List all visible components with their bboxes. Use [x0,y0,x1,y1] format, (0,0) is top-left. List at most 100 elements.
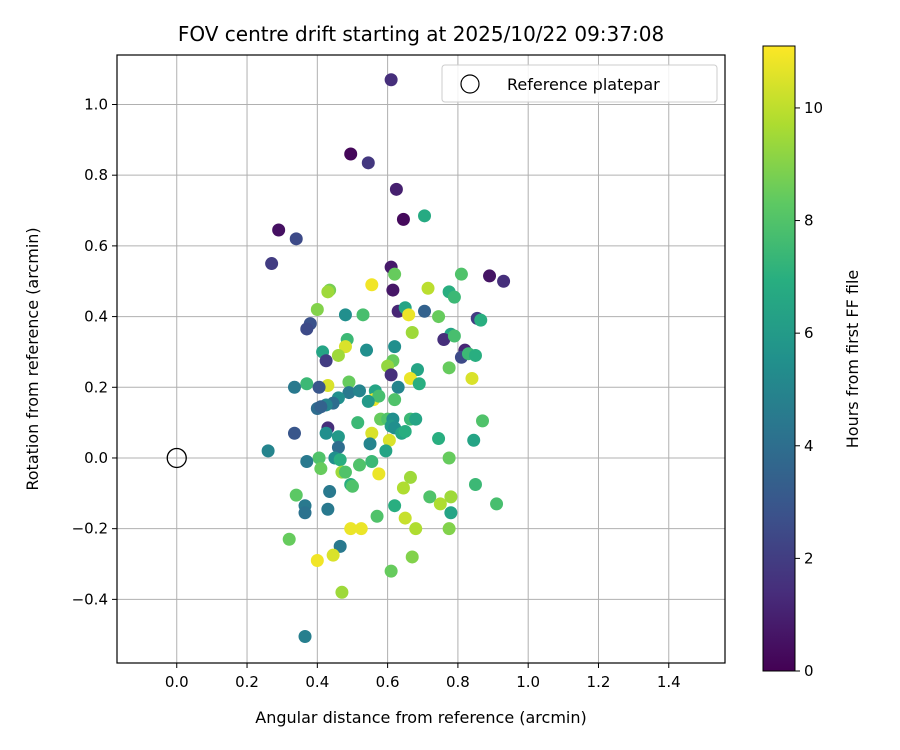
scatter-points [261,73,511,643]
scatter-point [442,522,456,536]
scatter-point [310,303,324,317]
scatter-point [338,340,352,354]
scatter-point [372,389,386,403]
scatter-point [352,458,366,472]
scatter-point [356,308,370,322]
scatter-point [444,490,458,504]
scatter-point [300,322,314,336]
scatter-point [388,267,402,281]
scatter-point [300,377,314,391]
x-tick-label: 0.4 [305,673,329,691]
colorbar-ticks: 0 2 4 6 8 10 [795,99,823,680]
scatter-point [468,477,482,491]
scatter-point [282,532,296,546]
scatter-point [310,553,324,567]
scatter-point [365,278,379,292]
scatter-point [447,290,461,304]
scatter-point [342,386,356,400]
scatter-point [335,585,349,599]
x-tick-label: 1.4 [657,673,681,691]
scatter-point [289,488,303,502]
scatter-point [474,313,488,327]
scatter-point [423,490,437,504]
x-tick-label: 0.2 [235,673,259,691]
scatter-point [468,348,482,362]
scatter-point [314,400,328,414]
colorbar-tick-label: 8 [804,212,814,230]
scatter-point [354,522,368,536]
scatter-point [312,380,326,394]
scatter-point [476,414,490,428]
scatter-point [365,455,379,469]
scatter-point [412,377,426,391]
scatter-point [345,479,359,493]
scatter-point [442,361,456,375]
scatter-point [326,548,340,562]
scatter-point [361,156,375,170]
y-tick-label: 0.2 [84,378,108,396]
scatter-point [344,147,358,161]
y-tick-label: 0.0 [84,449,108,467]
y-tick-label: −0.2 [72,520,108,538]
colorbar-gradient [762,45,796,672]
scatter-point [398,511,412,525]
scatter-point [410,363,424,377]
scatter-point [384,368,398,382]
scatter-point [351,416,365,430]
colorbar: 0 2 4 6 8 10 Hours from first FF file [762,45,862,680]
x-axis-label: Angular distance from reference (arcmin) [255,708,586,727]
scatter-point [300,455,314,469]
scatter-point [405,325,419,339]
scatter-point [331,430,345,444]
colorbar-tick-label: 10 [804,99,823,117]
scatter-point [323,485,337,499]
scatter-point [405,550,419,564]
scatter-point [370,509,384,523]
x-tick-label: 1.2 [587,673,611,691]
scatter-point [298,629,312,643]
scatter-point [272,223,286,237]
colorbar-tick-label: 6 [804,324,814,342]
scatter-point [287,380,301,394]
scatter-point [432,432,446,446]
scatter-point [321,502,335,516]
scatter-point [372,467,386,481]
scatter-point [331,348,345,362]
scatter-point [386,283,400,297]
legend-label-reference-platepar: Reference platepar [507,75,660,94]
scatter-point [287,426,301,440]
scatter-point [333,453,347,467]
x-tick-label: 0.8 [446,673,470,691]
scatter-point [403,470,417,484]
legend-box [441,64,718,103]
grid-lines [117,55,725,663]
scatter-point [261,444,275,458]
scatter-point [352,384,366,398]
scatter-point [444,506,458,520]
scatter-point [365,426,379,440]
scatter-point [467,433,481,447]
scatter-point [319,426,333,440]
scatter-point [409,522,423,536]
x-tick-label: 1.0 [516,673,540,691]
scatter-point [497,274,511,288]
scatter-point [344,522,358,536]
legend-reference-marker [460,74,480,94]
scatter-point [418,304,432,318]
colorbar-tick-label: 4 [804,437,814,455]
y-tick-label: −0.4 [72,590,108,608]
scatter-point [483,269,497,283]
y-tick-label: 0.6 [84,237,108,255]
scatter-point [490,497,504,511]
scatter-point [432,310,446,324]
scatter-point [319,354,333,368]
y-axis-ticks: −0.4 −0.2 0.0 0.2 0.4 0.6 0.8 1.0 [72,95,117,608]
scatter-point [437,333,451,347]
x-tick-label: 0.0 [165,673,189,691]
scatter-point [342,375,356,389]
scatter-point [312,451,326,465]
scatter-point [418,209,432,223]
scatter-point [454,267,468,281]
scatter-point [396,212,410,226]
